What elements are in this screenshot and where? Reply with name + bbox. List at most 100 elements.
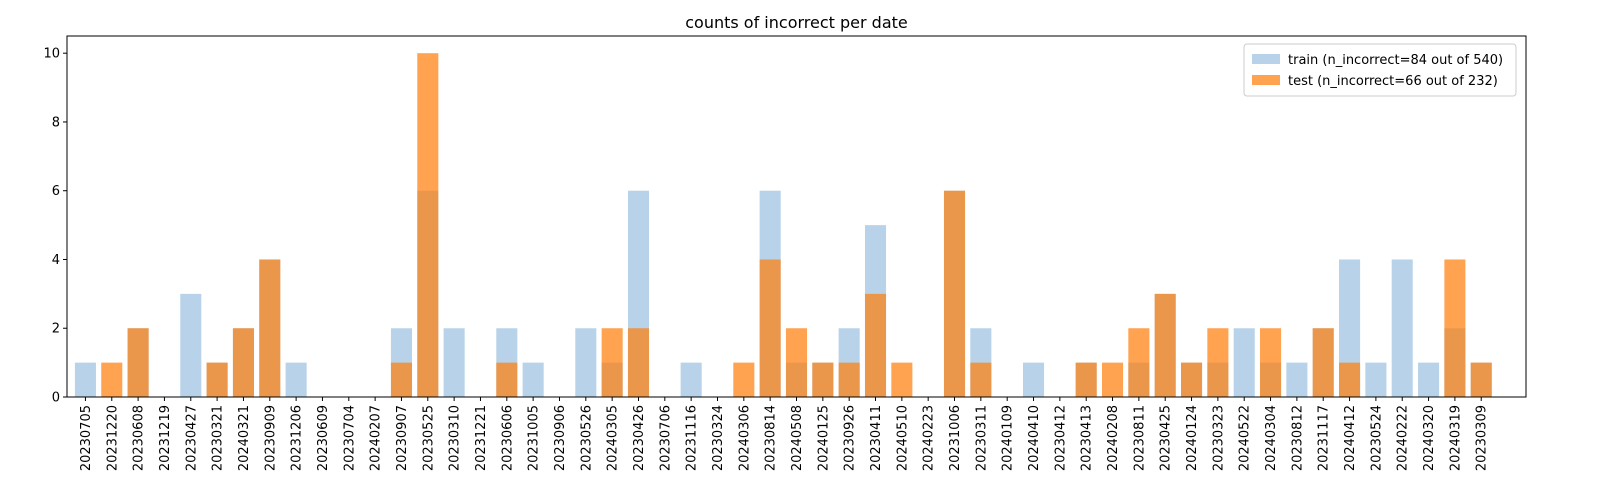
x-tick-label: 20230324 xyxy=(711,405,726,471)
x-tick-label: 20230926 xyxy=(843,405,858,471)
bar-series-0-20231005 xyxy=(522,362,544,397)
bar-series-1-20240125 xyxy=(812,362,834,397)
x-tick-label: 20230814 xyxy=(764,405,779,471)
bar-series-1-20240306 xyxy=(733,362,755,397)
legend-label-1: test (n_incorrect=66 out of 232) xyxy=(1288,74,1498,89)
x-tick-label: 20240321 xyxy=(237,405,252,471)
bar-series-1-20231220 xyxy=(101,362,123,397)
x-tick-label: 20230907 xyxy=(395,405,410,471)
x-tick-label: 20231117 xyxy=(1317,405,1332,471)
bar-series-1-20240319 xyxy=(1444,259,1466,397)
legend-box xyxy=(1243,43,1517,97)
y-tick-label: 0 xyxy=(52,391,60,406)
bar-series-1-20230426 xyxy=(627,328,650,397)
bar-series-0-20230526 xyxy=(575,328,597,397)
x-tick-label: 20240412 xyxy=(1343,405,1358,471)
x-tick-label: 20230811 xyxy=(1132,405,1147,471)
x-axis: 20230705 20231220 20230608 20231219 20230427… xyxy=(79,397,1490,471)
x-tick-label: 20230426 xyxy=(632,405,647,471)
x-tick-label: 20231116 xyxy=(685,405,700,471)
bar-series-1-20230909 xyxy=(259,259,281,397)
bar-series-0-20230310 xyxy=(443,328,465,397)
x-tick-label: 20230704 xyxy=(342,405,357,471)
x-tick-label: 20240305 xyxy=(606,405,621,471)
y-tick-label: 10 xyxy=(43,47,60,62)
bar-series-1-20230425 xyxy=(1154,293,1176,397)
x-tick-label: 20230321 xyxy=(211,405,226,471)
x-tick-label: 20240207 xyxy=(369,405,384,471)
x-tick-label: 20230609 xyxy=(316,405,331,471)
bar-series-0-20230524 xyxy=(1365,362,1387,397)
bar-series-1-20230411 xyxy=(864,293,887,397)
bar-series-1-20230311 xyxy=(970,362,992,397)
x-tick-label: 20240109 xyxy=(1001,405,1016,471)
y-tick-label: 4 xyxy=(52,253,60,268)
x-tick-label: 20240510 xyxy=(895,405,910,471)
x-tick-label: 20230906 xyxy=(553,405,568,471)
bar-series-1-20230309 xyxy=(1470,362,1492,397)
bar-series-1-20231006 xyxy=(943,190,966,397)
x-tick-label: 20240304 xyxy=(1264,405,1279,471)
bar-series-1-20240124 xyxy=(1181,362,1203,397)
bar-series-1-20230323 xyxy=(1207,328,1229,397)
bar-series-0-20240320 xyxy=(1418,362,1440,397)
bar-series-0-20240222 xyxy=(1391,259,1413,397)
bar-series-1-20230606 xyxy=(496,362,518,397)
x-tick-label: 20230309 xyxy=(1475,405,1490,471)
x-tick-label: 20230706 xyxy=(658,405,673,471)
x-tick-label: 20240410 xyxy=(1027,405,1042,471)
bar-series-1-20230413 xyxy=(1075,362,1097,397)
x-tick-label: 20240222 xyxy=(1396,405,1411,471)
x-tick-label: 20230412 xyxy=(1053,405,1068,471)
legend-label-0: train (n_incorrect=84 out of 540) xyxy=(1288,53,1503,68)
x-tick-label: 20231005 xyxy=(527,405,542,471)
legend-swatch-1 xyxy=(1252,75,1280,85)
x-tick-label: 20230310 xyxy=(448,405,463,471)
y-tick-label: 6 xyxy=(52,184,60,199)
x-tick-label: 20231006 xyxy=(948,405,963,471)
x-tick-label: 20230608 xyxy=(132,405,147,471)
bar-series-0-20240522 xyxy=(1233,328,1255,397)
bar-series-1-20240304 xyxy=(1260,328,1282,397)
bar-series-0-20230427 xyxy=(180,293,202,397)
x-tick-label: 20230413 xyxy=(1080,405,1095,471)
bar-series-1-20230926 xyxy=(838,362,860,397)
x-tick-label: 20230705 xyxy=(79,405,94,471)
bar-series-1-20230608 xyxy=(127,328,149,397)
bar-series-1-20231117 xyxy=(1312,328,1334,397)
bar-series-1-20230907 xyxy=(390,362,412,397)
bar-series-1-20230321 xyxy=(206,362,228,397)
x-tick-label: 20240208 xyxy=(1106,405,1121,471)
x-tick-label: 20230427 xyxy=(184,405,199,471)
bar-series-1-20230814 xyxy=(759,259,781,397)
x-tick-label: 20230411 xyxy=(869,405,884,471)
x-tick-label: 20231221 xyxy=(474,405,489,471)
bar-series-1-20230525 xyxy=(417,53,439,397)
x-tick-label: 20240124 xyxy=(1185,405,1200,471)
x-tick-label: 20231206 xyxy=(290,405,305,471)
x-tick-label: 20231219 xyxy=(158,405,173,471)
x-tick-label: 20230812 xyxy=(1290,405,1305,471)
x-tick-label: 20230524 xyxy=(1369,405,1384,471)
x-tick-label: 20230323 xyxy=(1211,405,1226,471)
bar-series-0-20231116 xyxy=(680,362,702,397)
x-tick-label: 20231220 xyxy=(105,405,120,471)
x-tick-label: 20230525 xyxy=(421,405,436,471)
x-tick-label: 20230606 xyxy=(500,405,515,471)
legend: train (n_incorrect=84 out of 540) test (n… xyxy=(1243,43,1517,97)
bar-series-1-20240208 xyxy=(1101,362,1124,397)
bar-series-1-20240508 xyxy=(785,328,808,397)
bar-series-1-20230811 xyxy=(1128,328,1150,397)
x-tick-label: 20240508 xyxy=(790,405,805,471)
bar-series-0-20231206 xyxy=(285,362,307,397)
x-tick-label: 20230311 xyxy=(974,405,989,471)
x-tick-label: 20240522 xyxy=(1238,405,1253,471)
y-tick-label: 2 xyxy=(52,322,60,337)
bar-series-1-20240510 xyxy=(891,362,913,397)
legend-swatch-0 xyxy=(1252,54,1280,64)
x-tick-label: 20240306 xyxy=(737,405,752,471)
y-tick-label: 8 xyxy=(52,115,60,130)
x-tick-label: 20230526 xyxy=(579,405,594,471)
bar-series-0-20240410 xyxy=(1022,362,1045,397)
